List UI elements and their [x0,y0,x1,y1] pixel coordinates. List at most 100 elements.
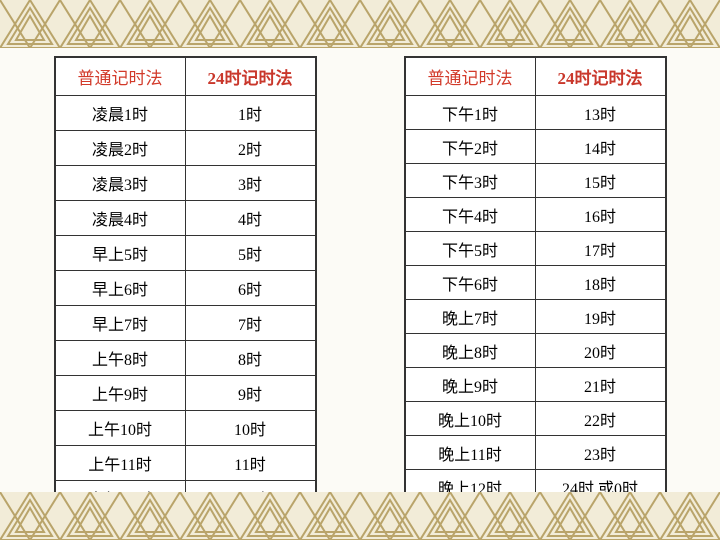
header-common-left: 普通记时法 [55,57,186,96]
cell-24h-time: 15时 [535,164,666,198]
table-row: 上午10时10时 [55,411,316,446]
table-row: 上午8时8时 [55,341,316,376]
table-row: 凌晨4时4时 [55,201,316,236]
cell-24h-time: 3时 [185,166,316,201]
table-row: 晚上10时22时 [405,402,666,436]
pattern-triangle-icon [360,0,420,48]
cell-common-time: 下午3时 [405,164,536,198]
pattern-triangle-icon [600,492,660,540]
cell-common-time: 下午5时 [405,232,536,266]
pattern-triangle-icon [180,0,240,48]
cell-common-time: 上午10时 [55,411,186,446]
header-common-right: 普通记时法 [405,57,536,96]
cell-24h-time: 11时 [185,446,316,481]
cell-24h-time: 13时 [535,96,666,130]
cell-common-time: 晚上11时 [405,436,536,470]
pattern-triangle-icon [300,0,360,48]
pattern-triangle-icon [300,492,360,540]
cell-common-time: 晚上8时 [405,334,536,368]
cell-24h-time: 22时 [535,402,666,436]
pattern-triangle-icon [660,492,720,540]
cell-common-time: 下午1时 [405,96,536,130]
cell-24h-time: 8时 [185,341,316,376]
cell-common-time: 上午8时 [55,341,186,376]
cell-common-time: 晚上7时 [405,300,536,334]
cell-common-time: 凌晨3时 [55,166,186,201]
cell-common-time: 下午2时 [405,130,536,164]
table-row: 晚上9时21时 [405,368,666,402]
cell-common-time: 上午9时 [55,376,186,411]
cell-24h-time: 9时 [185,376,316,411]
pattern-triangle-icon [480,492,540,540]
cell-24h-time: 18时 [535,266,666,300]
table-row: 早上7时7时 [55,306,316,341]
pattern-triangle-icon [360,492,420,540]
cell-common-time: 晚上10时 [405,402,536,436]
cell-24h-time: 5时 [185,236,316,271]
cell-common-time: 下午4时 [405,198,536,232]
cell-common-time: 凌晨2时 [55,131,186,166]
table-row: 下午6时18时 [405,266,666,300]
decorative-border-bottom [0,492,720,540]
pattern-triangle-icon [420,492,480,540]
table-row: 晚上7时19时 [405,300,666,334]
pattern-triangle-icon [180,492,240,540]
pattern-triangle-icon [60,0,120,48]
header-24h-right: 24时记时法 [535,57,666,96]
pattern-triangle-icon [240,492,300,540]
table-body-right: 下午1时13时下午2时14时下午3时15时下午4时16时下午5时17时下午6时1… [405,96,666,505]
cell-24h-time: 1时 [185,96,316,131]
pattern-triangle-icon [0,0,60,48]
cell-24h-time: 4时 [185,201,316,236]
cell-24h-time: 17时 [535,232,666,266]
cell-common-time: 早上5时 [55,236,186,271]
cell-24h-time: 6时 [185,271,316,306]
pattern-triangle-icon [540,0,600,48]
cell-common-time: 凌晨4时 [55,201,186,236]
cell-24h-time: 10时 [185,411,316,446]
pattern-triangle-icon [660,0,720,48]
decorative-border-top [0,0,720,48]
pattern-triangle-icon [540,492,600,540]
table-row: 下午5时17时 [405,232,666,266]
cell-24h-time: 19时 [535,300,666,334]
table-row: 上午11时11时 [55,446,316,481]
pattern-triangle-icon [120,492,180,540]
table-row: 下午3时15时 [405,164,666,198]
pattern-triangle-icon [240,0,300,48]
pattern-triangle-icon [420,0,480,48]
time-table-right: 普通记时法 24时记时法 下午1时13时下午2时14时下午3时15时下午4时16… [404,56,667,505]
cell-24h-time: 20时 [535,334,666,368]
cell-24h-time: 14时 [535,130,666,164]
cell-common-time: 早上6时 [55,271,186,306]
pattern-triangle-icon [120,0,180,48]
table-row: 早上6时6时 [55,271,316,306]
table-row: 下午1时13时 [405,96,666,130]
cell-24h-time: 2时 [185,131,316,166]
content-area: 普通记时法 24时记时法 凌晨1时1时凌晨2时2时凌晨3时3时凌晨4时4时早上5… [0,48,720,492]
table-row: 晚上11时23时 [405,436,666,470]
table-row: 下午2时14时 [405,130,666,164]
table-row: 上午9时9时 [55,376,316,411]
cell-24h-time: 16时 [535,198,666,232]
table-body-left: 凌晨1时1时凌晨2时2时凌晨3时3时凌晨4时4时早上5时5时早上6时6时早上7时… [55,96,316,517]
table-row: 晚上8时20时 [405,334,666,368]
cell-common-time: 早上7时 [55,306,186,341]
cell-common-time: 下午6时 [405,266,536,300]
pattern-triangle-icon [480,0,540,48]
table-row: 早上5时5时 [55,236,316,271]
pattern-triangle-icon [60,492,120,540]
time-table-left: 普通记时法 24时记时法 凌晨1时1时凌晨2时2时凌晨3时3时凌晨4时4时早上5… [54,56,317,517]
table-row: 凌晨1时1时 [55,96,316,131]
table-row: 下午4时16时 [405,198,666,232]
pattern-triangle-icon [600,0,660,48]
cell-common-time: 晚上9时 [405,368,536,402]
header-24h-left: 24时记时法 [185,57,316,96]
cell-24h-time: 7时 [185,306,316,341]
cell-common-time: 上午11时 [55,446,186,481]
cell-common-time: 凌晨1时 [55,96,186,131]
cell-24h-time: 21时 [535,368,666,402]
cell-24h-time: 23时 [535,436,666,470]
table-row: 凌晨2时2时 [55,131,316,166]
table-row: 凌晨3时3时 [55,166,316,201]
